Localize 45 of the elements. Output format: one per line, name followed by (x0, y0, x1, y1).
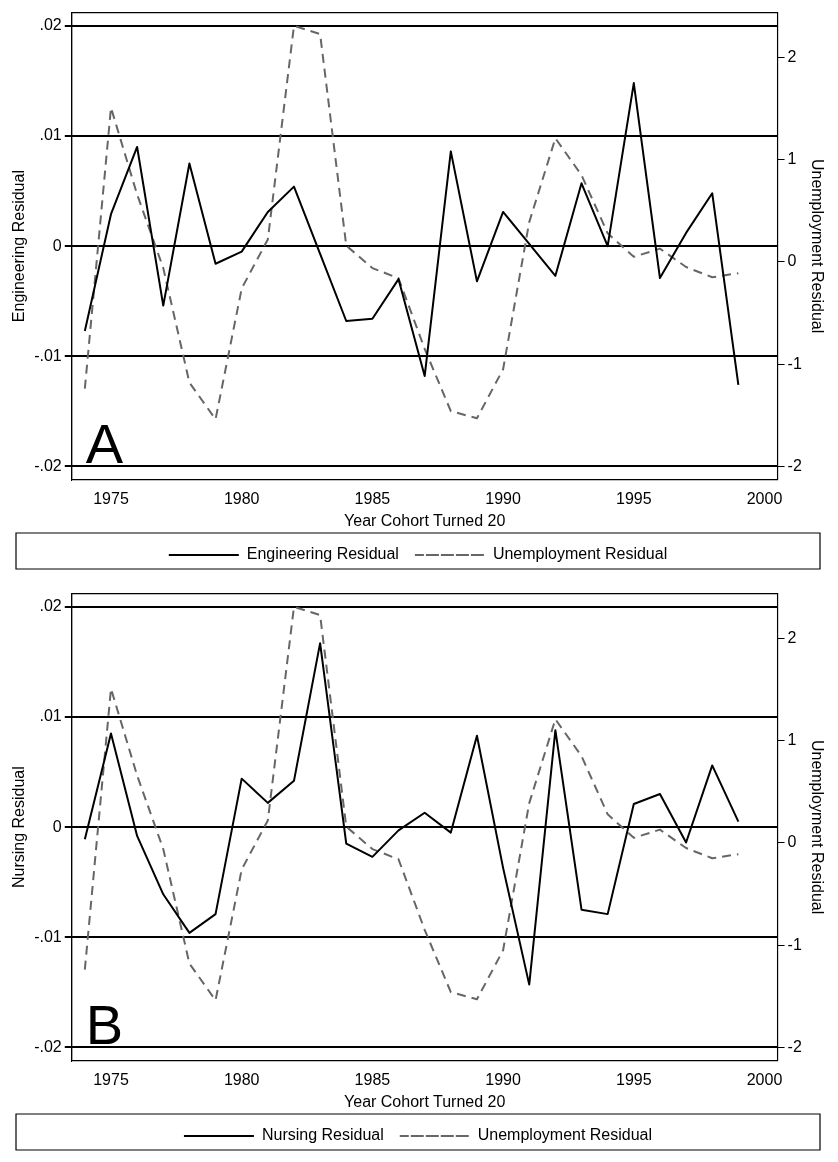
y2-tick-label: -1 (787, 354, 802, 372)
line-series (83, 24, 740, 421)
y2-tick-label: 0 (787, 252, 797, 270)
x-tick-label: 1980 (223, 489, 260, 507)
y-tick-label: .02 (39, 16, 62, 34)
y-tick-label: .02 (39, 597, 62, 615)
x-tick-label: 1985 (354, 1070, 391, 1088)
y-tick-label: -.01 (34, 346, 62, 364)
y-axis-title: Nursing Residual (10, 766, 28, 889)
x-tick-label: 1985 (354, 489, 391, 507)
y-tick-label: -.01 (34, 927, 62, 945)
x-axis-title: Year Cohort Turned 20 (344, 1092, 506, 1110)
y2-tick-label: -1 (787, 935, 802, 953)
y2-tick-label: 2 (787, 47, 797, 65)
x-tick-label: 1995 (616, 489, 652, 507)
annotation: B (85, 993, 124, 1057)
legend-label: Unemployment Residual (477, 1126, 653, 1144)
x-tick-label: 1990 (485, 1070, 521, 1088)
legend-label: Unemployment Residual (492, 545, 668, 563)
y-tick-label: -.02 (34, 1037, 62, 1055)
x-tick-label: 2000 (746, 1070, 783, 1088)
legend-label: Engineering Residual (246, 545, 399, 563)
y2-tick-label: 1 (787, 731, 797, 749)
legend-label: Nursing Residual (261, 1126, 384, 1144)
x-tick-label: 1975 (93, 1070, 129, 1088)
y2-axis-title: Unemployment Residual (808, 739, 826, 915)
y2-tick-label: 2 (787, 628, 797, 646)
x-tick-label: 1995 (616, 1070, 652, 1088)
x-tick-label: 1975 (93, 489, 129, 507)
y2-tick-label: 0 (787, 833, 797, 851)
x-tick-label: 1990 (485, 489, 521, 507)
x-tick-label: 2000 (746, 489, 783, 507)
y-tick-label: .01 (39, 126, 62, 144)
y2-tick-label: -2 (787, 1037, 802, 1055)
y-tick-label: .01 (39, 707, 62, 725)
x-tick-label: 1980 (223, 1070, 260, 1088)
y-tick-label: 0 (52, 236, 62, 254)
y-tick-label: -.02 (34, 456, 62, 474)
y-tick-label: 0 (52, 817, 62, 835)
y2-tick-label: 1 (787, 150, 797, 168)
y2-tick-label: -2 (787, 456, 802, 474)
y-axis-title: Engineering Residual (10, 170, 28, 323)
y2-axis-title: Unemployment Residual (808, 158, 826, 334)
x-axis-title: Year Cohort Turned 20 (344, 511, 506, 529)
annotation: A (85, 412, 124, 476)
